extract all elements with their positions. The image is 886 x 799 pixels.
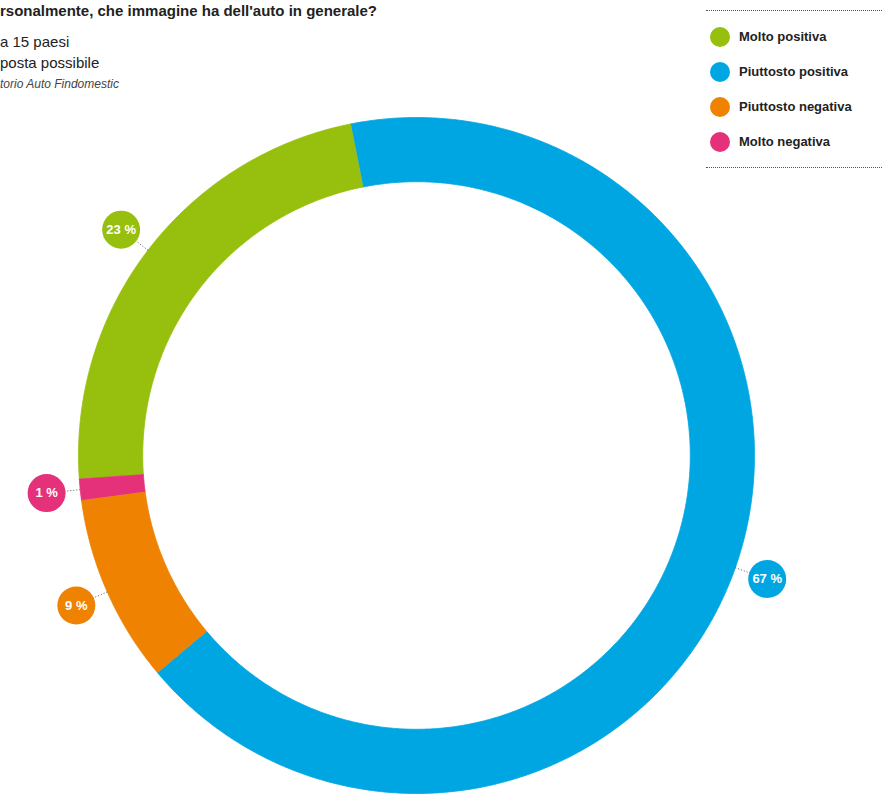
html-text:torio Auto Findomestic: torio Auto Findomestic — [0, 77, 119, 91]
html-text:a 15 paesi: a 15 paesi — [0, 33, 70, 50]
html-text:Piuttosto negativa: Piuttosto negativa — [739, 99, 852, 114]
html-text:Piuttosto positiva: Piuttosto positiva — [739, 64, 849, 79]
svg-text:23 %: 23 % — [106, 222, 136, 237]
html-text:posta possibile: posta possibile — [0, 54, 100, 71]
svg-text:9 %: 9 % — [65, 598, 88, 613]
html-text:Molto positiva: Molto positiva — [739, 29, 827, 44]
svg-text:67 %: 67 % — [752, 571, 782, 586]
svg-text:1 %: 1 % — [35, 485, 58, 500]
html-text:Molto negativa: Molto negativa — [739, 134, 830, 149]
html-text:rsonalmente, che immagine ha d: rsonalmente, che immagine ha dell'auto i… — [0, 2, 377, 19]
